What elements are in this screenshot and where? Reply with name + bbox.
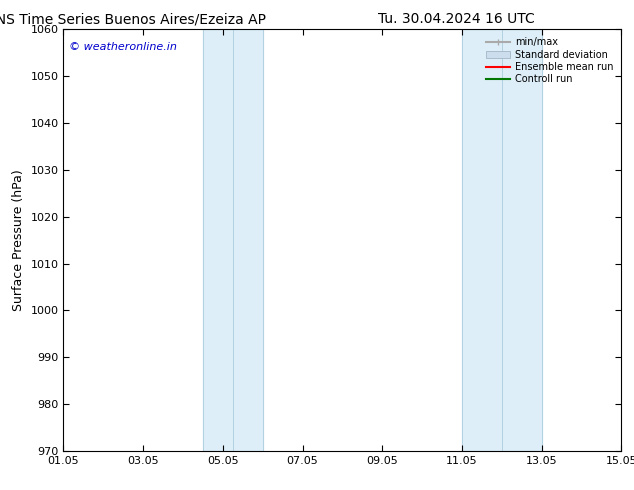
Text: © weatheronline.in: © weatheronline.in <box>69 42 177 52</box>
Bar <box>203 29 262 451</box>
Bar <box>462 29 541 451</box>
Text: ENS Time Series Buenos Aires/Ezeiza AP: ENS Time Series Buenos Aires/Ezeiza AP <box>0 12 266 26</box>
Legend: min/max, Standard deviation, Ensemble mean run, Controll run: min/max, Standard deviation, Ensemble me… <box>483 34 616 87</box>
Y-axis label: Surface Pressure (hPa): Surface Pressure (hPa) <box>12 169 25 311</box>
Text: Tu. 30.04.2024 16 UTC: Tu. 30.04.2024 16 UTC <box>378 12 535 26</box>
